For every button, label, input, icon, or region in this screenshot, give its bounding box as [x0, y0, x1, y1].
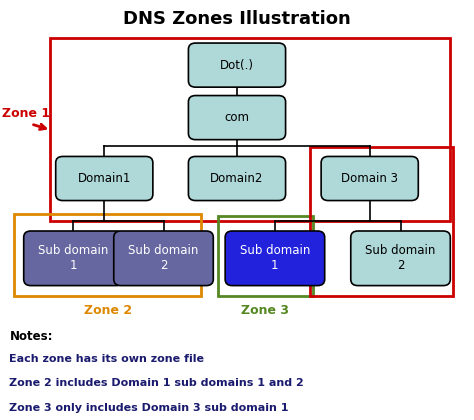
FancyBboxPatch shape	[114, 231, 213, 286]
Text: Sub domain
2: Sub domain 2	[365, 244, 436, 272]
FancyBboxPatch shape	[351, 231, 450, 286]
Text: Zone 3: Zone 3	[241, 304, 290, 318]
Text: Sub domain
1: Sub domain 1	[38, 244, 109, 272]
Text: Sub domain
1: Sub domain 1	[240, 244, 310, 272]
FancyBboxPatch shape	[188, 157, 285, 200]
FancyBboxPatch shape	[56, 157, 153, 200]
Text: Domain2: Domain2	[210, 172, 264, 185]
FancyBboxPatch shape	[225, 231, 325, 286]
Text: Zone 2 includes Domain 1 sub domains 1 and 2: Zone 2 includes Domain 1 sub domains 1 a…	[9, 378, 304, 388]
Text: DNS Zones Illustration: DNS Zones Illustration	[123, 10, 351, 29]
Text: Dot(.): Dot(.)	[220, 59, 254, 71]
Text: com: com	[225, 111, 249, 124]
Text: Zone 2: Zone 2	[84, 304, 132, 318]
FancyBboxPatch shape	[321, 157, 418, 200]
Text: Zone 1: Zone 1	[2, 107, 51, 120]
FancyBboxPatch shape	[188, 43, 285, 87]
Text: Each zone has its own zone file: Each zone has its own zone file	[9, 354, 204, 364]
Text: Domain1: Domain1	[78, 172, 131, 185]
Text: Notes:: Notes:	[9, 330, 53, 343]
Text: Domain 3: Domain 3	[341, 172, 398, 185]
Text: Sub domain
2: Sub domain 2	[128, 244, 199, 272]
FancyBboxPatch shape	[24, 231, 123, 286]
FancyBboxPatch shape	[188, 95, 285, 139]
Text: Zone 3 only includes Domain 3 sub domain 1: Zone 3 only includes Domain 3 sub domain…	[9, 403, 289, 413]
